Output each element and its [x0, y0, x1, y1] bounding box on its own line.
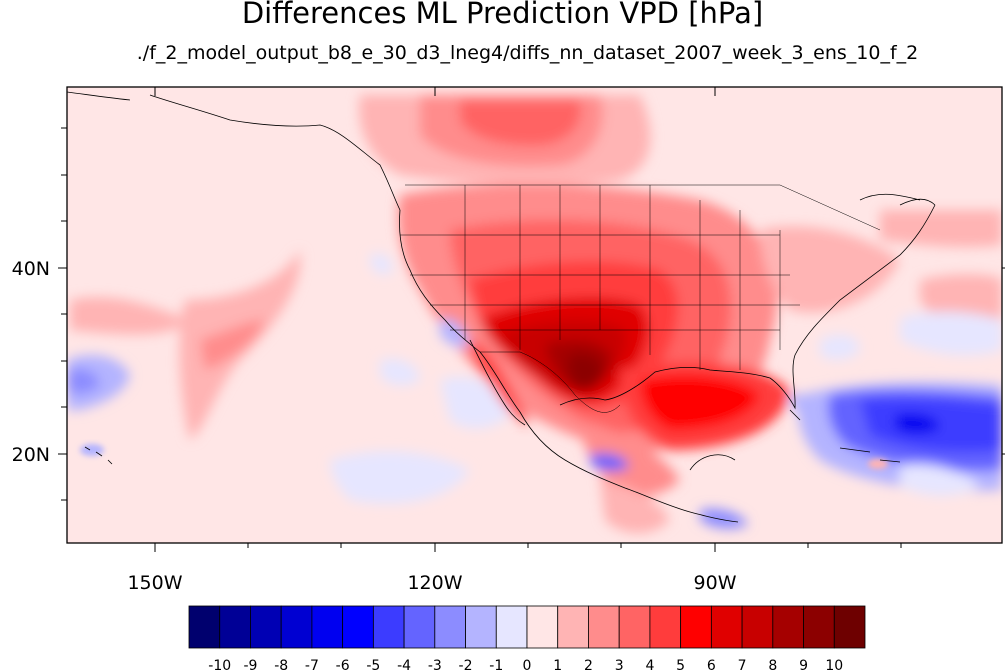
map-frame [66, 86, 1003, 544]
colorbar-box [618, 605, 651, 649]
colorbar-label: -10 [208, 658, 231, 672]
colorbar-label: -3 [428, 658, 442, 672]
colorbar-label: 6 [707, 658, 716, 672]
colorbar-box [465, 605, 497, 649]
colorbar-label: 8 [768, 658, 777, 672]
colorbar: -10 -9 -8 -7 -6 -5 -4 -3 -2 -1 0 1 2 3 4 5 6 7 8 9 10 [188, 605, 866, 672]
lon-label-120w: 120W [407, 572, 462, 594]
colorbar-label: -9 [243, 658, 257, 672]
colorbar-label: 10 [825, 658, 843, 672]
lon-label-90w: 90W [694, 572, 737, 594]
lat-label-20n: 20N [12, 444, 50, 466]
colorbar-label: -2 [459, 658, 473, 672]
colorbar-box [710, 605, 743, 649]
colorbar-box [680, 605, 712, 649]
lat-label-40n: 40N [12, 258, 50, 280]
colorbar-box [342, 605, 374, 649]
colorbar-box [311, 605, 344, 649]
colorbar-label: -8 [274, 658, 288, 672]
map-subtitle: ./f_2_model_output_b8_e_30_d3_lneg4/diff… [136, 42, 919, 64]
colorbar-label: 9 [799, 658, 808, 672]
colorbar-box [188, 605, 221, 649]
colorbar-box [741, 605, 774, 649]
colorbar-box [772, 605, 804, 649]
map-title: Differences ML Prediction VPD [hPa] [241, 0, 764, 30]
map-ticks [58, 87, 1005, 552]
colorbar-box [219, 605, 251, 649]
colorbar-label: 4 [645, 658, 654, 672]
colorbar-box [588, 605, 620, 649]
colorbar-label: 3 [615, 658, 624, 672]
colorbar-box [495, 605, 528, 649]
colorbar-box [280, 605, 313, 649]
colorbar-box [833, 605, 866, 649]
lon-label-150w: 150W [127, 572, 182, 594]
colorbar-box [649, 605, 682, 649]
colorbar-label: -6 [336, 658, 350, 672]
colorbar-label: 5 [676, 658, 685, 672]
state-borders [400, 184, 881, 413]
colorbar-label: -7 [305, 658, 319, 672]
colorbar-box [403, 605, 436, 649]
colorbar-box [434, 605, 466, 649]
colorbar-label: 2 [584, 658, 593, 672]
colorbar-box [526, 605, 559, 649]
colorbar-box [372, 605, 405, 649]
coastlines [67, 91, 936, 523]
colorbar-label: -1 [489, 658, 503, 672]
colorbar-box [557, 605, 589, 649]
colorbar-label: -4 [397, 658, 411, 672]
colorbar-label: 7 [738, 658, 747, 672]
colorbar-label: 0 [523, 658, 532, 672]
colorbar-label: 1 [553, 658, 562, 672]
vpd-difference-field [67, 87, 1002, 543]
colorbar-box [803, 605, 835, 649]
colorbar-box [250, 605, 282, 649]
colorbar-label: -5 [366, 658, 380, 672]
